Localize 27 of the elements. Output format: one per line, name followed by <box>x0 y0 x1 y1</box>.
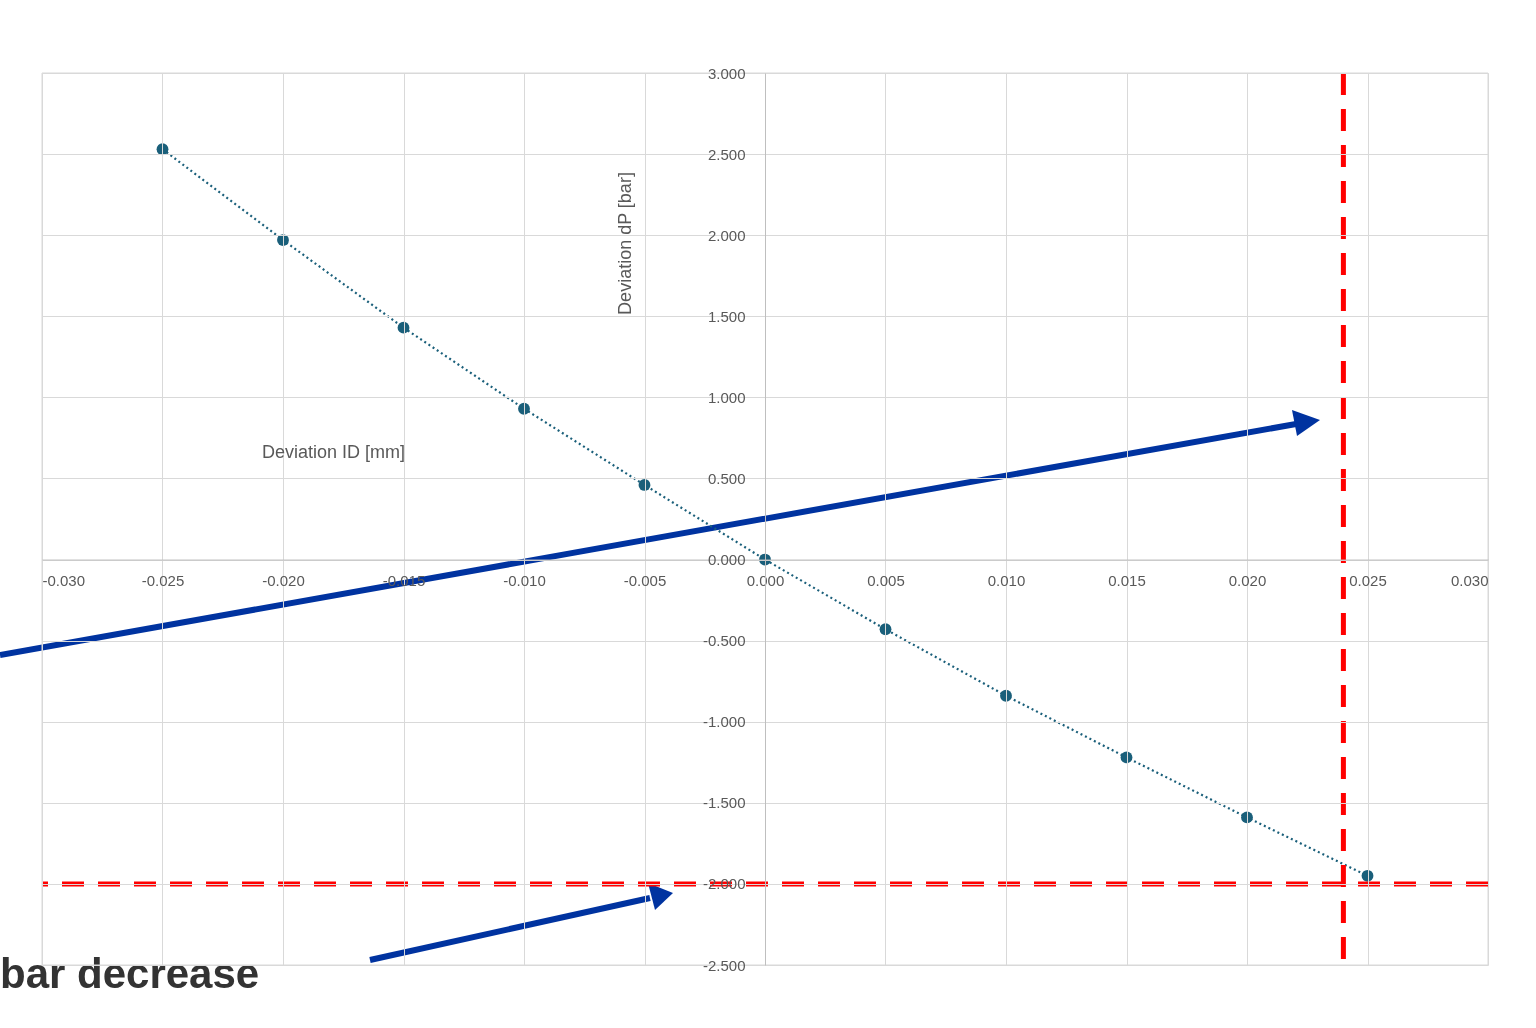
x-tick-label: 0.030 <box>1450 572 1489 590</box>
x-axis-title: Deviation ID [mm] <box>261 442 406 463</box>
x-tick-label: 0.010 <box>987 572 1026 590</box>
x-tick-label: -0.010 <box>503 572 546 590</box>
x-tick-label: -0.030 <box>42 572 86 590</box>
annotation: bar decrease <box>0 950 260 998</box>
x-tick-label: 0.015 <box>1108 572 1146 590</box>
y-tick-label: -2.500 <box>702 956 746 974</box>
x-tick-label: -0.025 <box>141 572 185 590</box>
x-tick-label: -0.005 <box>623 572 667 590</box>
y-tick-label: 1.500 <box>707 307 746 325</box>
x-tick-label: 0.000 <box>746 572 785 590</box>
y-tick-label: 2.000 <box>707 226 746 244</box>
y-tick-label: 0.000 <box>707 551 746 569</box>
y-tick-label: -1.000 <box>702 713 746 731</box>
y-axis-title: Deviation dP [bar] <box>614 172 635 315</box>
y-tick-label: -2.000 <box>702 875 746 893</box>
x-tick-label: 0.025 <box>1349 572 1387 590</box>
y-tick-label: 3.000 <box>707 64 746 82</box>
x-tick-label: 0.020 <box>1228 572 1267 590</box>
y-tick-label: 0.500 <box>707 469 746 487</box>
x-tick-label: 0.005 <box>867 572 905 590</box>
y-tick-label: 2.500 <box>707 145 746 163</box>
y-tick-label: -0.500 <box>702 632 746 650</box>
y-tick-label: 1.000 <box>707 388 746 406</box>
y-tick-label: -1.500 <box>702 794 746 812</box>
x-tick-label: -0.020 <box>262 572 305 590</box>
